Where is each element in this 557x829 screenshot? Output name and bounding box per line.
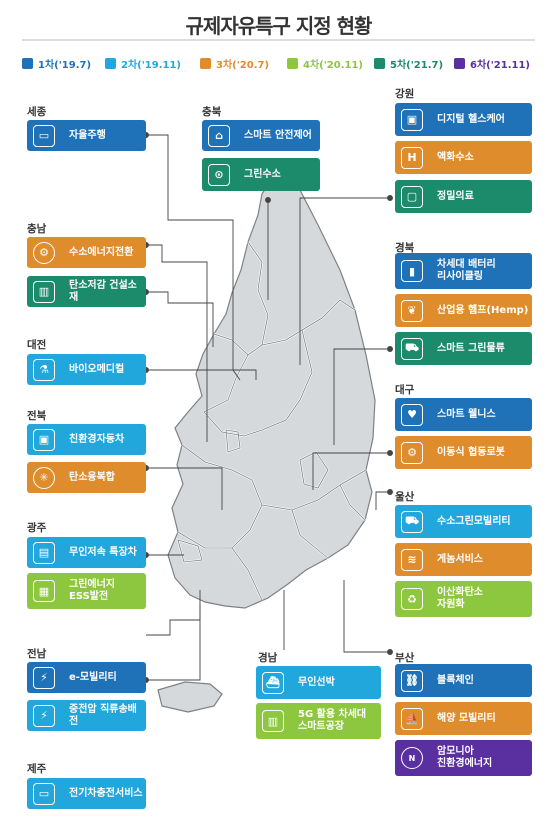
zone-chungbuk-green-hydrogen: ⊙ 그린수소 <box>202 158 320 191</box>
legend-item-4: 4차('20.11) <box>287 56 363 71</box>
smart-factory-icon: ▥ <box>262 710 284 732</box>
wellness-icon: ♥ <box>401 403 423 426</box>
co2-recycle-icon: ♻ <box>401 588 423 610</box>
genome-icon: ≋ <box>401 548 423 571</box>
region-label-jeonnam: 전남 <box>27 648 47 660</box>
region-label-sejong: 세종 <box>27 106 47 118</box>
carbon-atom-icon: ✳ <box>33 466 55 489</box>
zone-busan-ammonia: N 암모니아 친환경에너지 <box>395 740 532 776</box>
marine-mobility-icon: ⛵ <box>401 707 423 730</box>
zone-gwangju-special-vehicle: ▤ 무인저속 특장차 <box>27 537 146 568</box>
region-label-daejeon: 대전 <box>27 339 47 351</box>
smart-safety-icon: ⌂ <box>208 124 230 147</box>
legend-item-6: 6차('21.11) <box>454 56 530 71</box>
region-label-chungnam: 충남 <box>27 223 47 235</box>
zone-gangwon-precision-medicine: ▢ 정밀의료 <box>395 180 532 213</box>
eco-car-icon: ▣ <box>33 428 55 451</box>
region-label-daegu: 대구 <box>395 384 415 396</box>
hydrogen-mobility-icon: ⛟ <box>401 510 423 533</box>
hydrogen-energy-icon: ⚙ <box>33 241 55 264</box>
region-label-jeonbuk: 전북 <box>27 410 47 422</box>
page-title: 규제자유특구 지정 현황 <box>185 14 373 38</box>
legend: 1차('19.7) 2차('19.11) 3차('20.7) 4차('20.11… <box>22 56 542 72</box>
legend-swatch-icon <box>105 58 116 69</box>
zone-daegu-robot: ⚙ 이동식 협동로봇 <box>395 436 532 469</box>
zone-jeju-ev-charging: ▭ 전기차충전서비스 <box>27 778 146 809</box>
region-label-ulsan: 울산 <box>395 491 415 503</box>
hydrogen-tank-icon: ⊙ <box>208 163 230 186</box>
legend-item-3: 3차('20.7) <box>200 56 269 71</box>
region-label-busan: 부산 <box>395 652 415 664</box>
zone-jeonnam-e-mobility: ⚡ e-모빌리티 <box>27 662 146 693</box>
ev-charging-icon: ▭ <box>33 782 55 805</box>
bio-lab-icon: ⚗ <box>33 358 55 381</box>
zone-jeonbuk-carbon: ✳ 탄소융복합 <box>27 462 146 493</box>
zone-gyeongnam-smart-factory: ▥ 5G 활용 차세대 스마트공장 <box>256 703 381 739</box>
zone-ulsan-genome: ≋ 게놈서비스 <box>395 543 532 576</box>
blockchain-icon: ⛓ <box>401 669 423 692</box>
zone-jeonnam-power-transmission: ⚡ 중전압 직류송배전 <box>27 700 146 731</box>
construction-material-icon: ▥ <box>33 280 55 303</box>
hemp-icon: ❦ <box>401 299 423 322</box>
self-driving-car-icon: ▭ <box>33 124 55 147</box>
zone-gyeongnam-unmanned-ship: ⛴ 무인선박 <box>256 666 381 699</box>
green-logistics-icon: ⛟ <box>401 337 423 360</box>
unmanned-ship-icon: ⛴ <box>262 671 284 694</box>
zone-chungnam-hydrogen-energy: ⚙ 수소에너지전환 <box>27 237 146 268</box>
zone-busan-blockchain: ⛓ 블록체인 <box>395 664 532 697</box>
leader-lines <box>143 132 393 683</box>
legend-item-1: 1차('19.7) <box>22 56 91 71</box>
zone-gwangju-ess: ▦ 그린에너지 ESS발전 <box>27 573 146 609</box>
zone-gangwon-liquid-hydrogen: H 액화수소 <box>395 141 532 174</box>
legend-swatch-icon <box>200 58 211 69</box>
region-label-jeju: 제주 <box>27 763 47 775</box>
zone-sejong-self-driving: ▭ 자율주행 <box>27 120 146 151</box>
zone-ulsan-hydrogen-mobility: ⛟ 수소그린모빌리티 <box>395 505 532 538</box>
battery-icon: ▮ <box>401 260 423 282</box>
mainland-outline <box>167 177 376 609</box>
zone-chungnam-construction-material: ▥ 탄소저감 건설소재 <box>27 276 146 307</box>
precision-medicine-icon: ▢ <box>401 185 423 208</box>
zone-gyeongbuk-battery: ▮ 차세대 배터리 리사이클링 <box>395 253 532 289</box>
legend-item-5: 5차('21.7) <box>374 56 443 71</box>
legend-swatch-icon <box>374 58 385 69</box>
ammonia-icon: N <box>401 747 423 769</box>
legend-swatch-icon <box>287 58 298 69</box>
legend-item-2: 2차('19.11) <box>105 56 181 71</box>
legend-swatch-icon <box>22 58 33 69</box>
ess-battery-icon: ▦ <box>33 580 55 602</box>
region-label-gyeongnam: 경남 <box>258 652 278 664</box>
legend-swatch-icon <box>454 58 465 69</box>
zone-busan-marine-mobility: ⛵ 해양 모빌리티 <box>395 702 532 735</box>
zone-gangwon-digital-health: ▣ 디지털 헬스케어 <box>395 103 532 136</box>
zone-gyeongbuk-hemp: ❦ 산업용 헴프(Hemp) <box>395 294 532 327</box>
zone-gyeongbuk-green-logistics: ⛟ 스마트 그린물류 <box>395 332 532 365</box>
jeju-island <box>157 681 223 713</box>
zone-ulsan-co2: ♻ 이산화탄소 자원화 <box>395 581 532 617</box>
region-label-gangwon: 강원 <box>395 88 415 100</box>
zone-daejeon-biomedical: ⚗ 바이오메디컬 <box>27 354 146 385</box>
power-transmission-icon: ⚡ <box>33 704 55 727</box>
liquid-hydrogen-icon: H <box>401 146 423 169</box>
region-label-gwangju: 광주 <box>27 522 47 534</box>
special-vehicle-icon: ▤ <box>33 541 55 564</box>
zone-chungbuk-smart-safety: ⌂ 스마트 안전제어 <box>202 120 320 151</box>
digital-health-icon: ▣ <box>401 108 423 131</box>
region-label-gyeongbuk: 경북 <box>395 242 415 254</box>
zone-daegu-wellness: ♥ 스마트 웰니스 <box>395 398 532 431</box>
region-label-chungbuk: 충북 <box>202 106 222 118</box>
robot-arm-icon: ⚙ <box>401 441 423 464</box>
e-mobility-icon: ⚡ <box>33 666 55 689</box>
zone-jeonbuk-eco-car: ▣ 친환경자동차 <box>27 424 146 455</box>
